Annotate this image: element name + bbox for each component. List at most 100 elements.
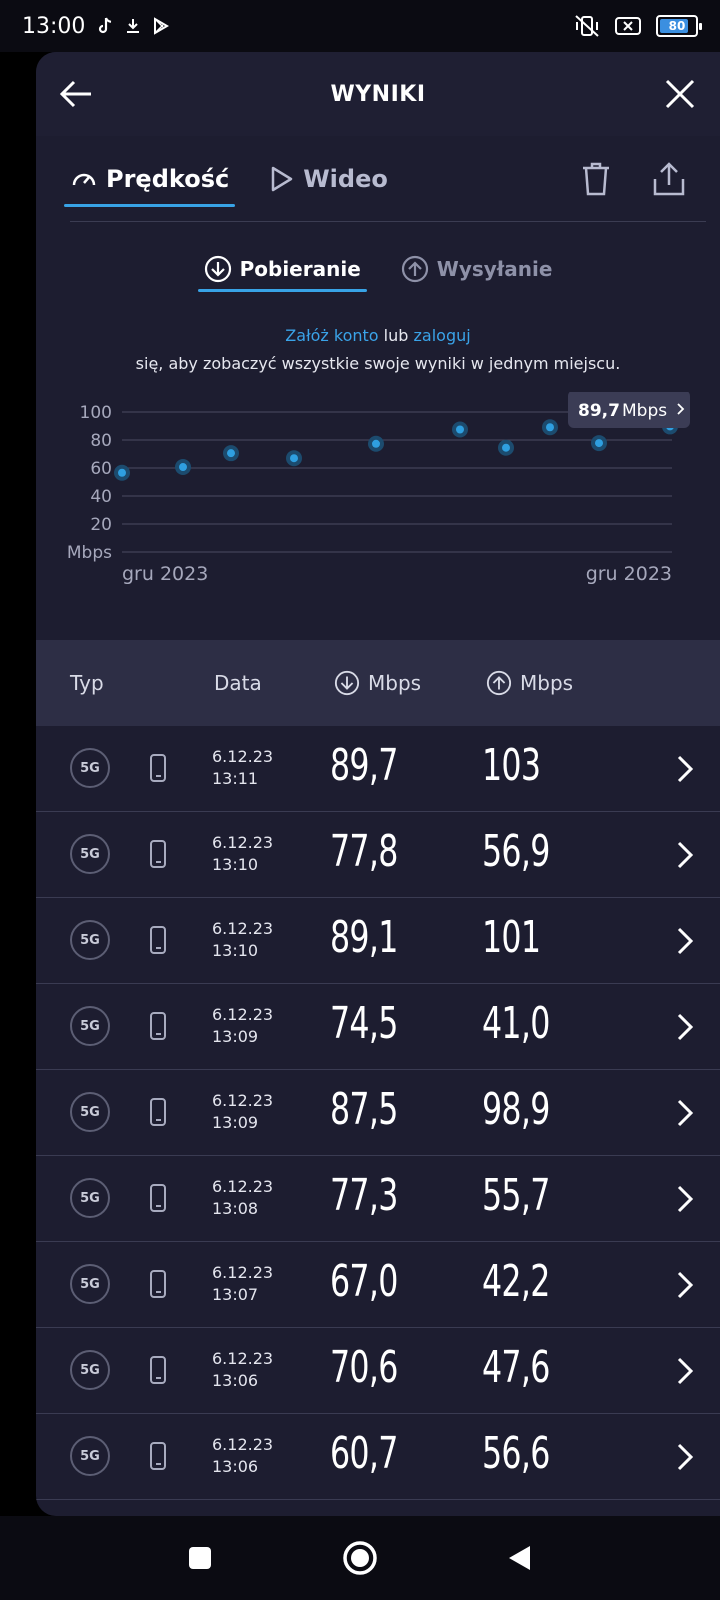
home-button[interactable] xyxy=(340,1538,380,1578)
table-row[interactable]: 5G 6.12.23 13:06 60,7 56,6 xyxy=(36,1414,720,1500)
share-icon[interactable] xyxy=(652,161,686,197)
table-row[interactable]: 5G 6.12.23 13:11 89,7 103 xyxy=(36,726,720,812)
chevron-right-icon[interactable] xyxy=(676,1442,694,1472)
chart-tooltip-unit: Mbps xyxy=(622,401,667,421)
phone-icon xyxy=(150,1098,166,1126)
chevron-right-icon[interactable] xyxy=(676,1098,694,1128)
chevron-right-icon[interactable] xyxy=(676,840,694,870)
create-account-link[interactable]: Załóż konto xyxy=(285,326,379,345)
row-upload-value: 98,9 xyxy=(482,1084,550,1135)
row-date: 6.12.23 xyxy=(212,833,274,852)
status-notification-icons xyxy=(95,16,171,36)
login-prompt: Załóż konto lub zaloguj się, aby zobaczy… xyxy=(36,322,720,378)
table-row[interactable]: 5G 6.12.23 13:07 67,0 42,2 xyxy=(36,1242,720,1328)
recents-button[interactable] xyxy=(180,1538,220,1578)
row-datetime: 6.12.23 13:10 xyxy=(212,832,273,876)
row-datetime: 6.12.23 13:11 xyxy=(212,746,273,790)
chart-point xyxy=(502,443,510,452)
row-download-value: 74,5 xyxy=(330,998,398,1049)
row-datetime: 6.12.23 13:09 xyxy=(212,1090,273,1134)
login-link[interactable]: zaloguj xyxy=(413,326,471,345)
table-row[interactable]: 5G 6.12.23 13:08 77,3 55,7 xyxy=(36,1156,720,1242)
row-time: 13:06 xyxy=(212,1371,259,1390)
row-download-value: 67,0 xyxy=(330,1256,398,1307)
table-row[interactable]: 5G 6.12.23 13:10 89,1 101 xyxy=(36,898,720,984)
row-upload-value: 103 xyxy=(482,740,541,791)
home-circle-icon xyxy=(343,1541,377,1575)
table-row[interactable]: 5G 6.12.23 13:09 87,5 98,9 xyxy=(36,1070,720,1156)
network-badge: 5G xyxy=(70,1006,110,1046)
results-list: 5G 6.12.23 13:11 89,7 103 5G 6.12.23 13:10 77,8 5… xyxy=(36,726,720,1500)
row-datetime: 6.12.23 13:10 xyxy=(212,918,273,962)
chart-point xyxy=(227,449,235,458)
tiktok-icon xyxy=(99,17,112,34)
chart-point xyxy=(179,463,187,472)
results-sheet: WYNIKI Prędkość Wideo Pobieranie Wysyłan… xyxy=(36,52,720,1516)
chevron-right-icon[interactable] xyxy=(676,926,694,956)
table-row[interactable]: 5G 6.12.23 13:09 74,5 41,0 xyxy=(36,984,720,1070)
row-download-value: 70,6 xyxy=(330,1342,398,1393)
system-nav-bar xyxy=(0,1516,720,1600)
download-status-icon xyxy=(127,19,140,33)
subtab-upload[interactable]: Wysyłanie xyxy=(401,246,552,292)
upload-icon xyxy=(401,255,428,283)
subtab-download-label: Pobieranie xyxy=(239,257,361,281)
col-date: Data xyxy=(214,671,262,695)
speedometer-icon xyxy=(72,173,96,186)
chevron-right-icon[interactable] xyxy=(676,1012,694,1042)
network-badge: 5G xyxy=(70,1264,110,1304)
row-datetime: 6.12.23 13:07 xyxy=(212,1262,273,1306)
chevron-right-icon[interactable] xyxy=(676,1270,694,1300)
close-button[interactable] xyxy=(660,74,700,114)
subtab-download[interactable]: Pobieranie xyxy=(197,246,367,292)
login-or: lub xyxy=(383,326,409,345)
chart-tooltip-value: 89,7 xyxy=(578,401,620,421)
col-upload-label: Mbps xyxy=(520,671,574,695)
upload-icon xyxy=(486,670,512,696)
row-upload-value: 56,6 xyxy=(482,1428,550,1479)
chart-y-tick-label: 100 xyxy=(80,403,112,423)
network-badge: 5G xyxy=(70,1178,110,1218)
phone-icon xyxy=(150,840,166,868)
chart-y-tick-label: 40 xyxy=(90,487,112,507)
network-badge: 5G xyxy=(70,920,110,960)
phone-icon xyxy=(150,1184,166,1212)
tab-video[interactable]: Wideo xyxy=(269,151,388,207)
row-upload-value: 41,0 xyxy=(482,998,550,1049)
col-upload: Mbps xyxy=(486,670,573,696)
chart-tooltip xyxy=(568,392,690,428)
back-nav-button[interactable] xyxy=(500,1538,540,1578)
chevron-right-icon[interactable] xyxy=(676,1356,694,1386)
download-icon xyxy=(204,255,231,283)
table-row[interactable]: 5G 6.12.23 13:10 77,8 56,9 xyxy=(36,812,720,898)
chart-x-end-label: gru 2023 xyxy=(586,563,672,585)
subtabs: Pobieranie Wysyłanie xyxy=(36,222,720,318)
chevron-right-icon[interactable] xyxy=(676,754,694,784)
row-upload-value: 55,7 xyxy=(482,1170,550,1221)
table-row[interactable]: 5G 6.12.23 13:06 70,6 47,6 xyxy=(36,1328,720,1414)
row-datetime: 6.12.23 13:06 xyxy=(212,1434,273,1478)
no-sim-icon xyxy=(615,17,641,35)
phone-icon xyxy=(150,1012,166,1040)
battery-icon: 80 xyxy=(656,15,702,37)
tab-speed[interactable]: Prędkość xyxy=(63,151,236,207)
col-download-label: Mbps xyxy=(368,671,422,695)
back-button[interactable] xyxy=(56,74,96,114)
triangle-back-icon xyxy=(509,1546,530,1570)
tabs-divider xyxy=(70,221,706,222)
chevron-right-icon[interactable] xyxy=(676,1184,694,1214)
row-time: 13:08 xyxy=(212,1199,259,1218)
row-date: 6.12.23 xyxy=(212,1263,274,1282)
network-badge: 5G xyxy=(70,834,110,874)
trash-icon[interactable] xyxy=(580,161,612,197)
chart-point xyxy=(546,423,554,432)
table-header: Typ Data Mbps Mbps xyxy=(36,640,720,726)
phone-icon xyxy=(150,754,166,782)
row-date: 6.12.23 xyxy=(212,1177,274,1196)
chart-point xyxy=(595,439,603,448)
row-time: 13:11 xyxy=(212,769,259,788)
network-badge: 5G xyxy=(70,1092,110,1132)
row-date: 6.12.23 xyxy=(212,1349,274,1368)
close-icon xyxy=(665,79,695,109)
row-time: 13:06 xyxy=(212,1457,259,1476)
